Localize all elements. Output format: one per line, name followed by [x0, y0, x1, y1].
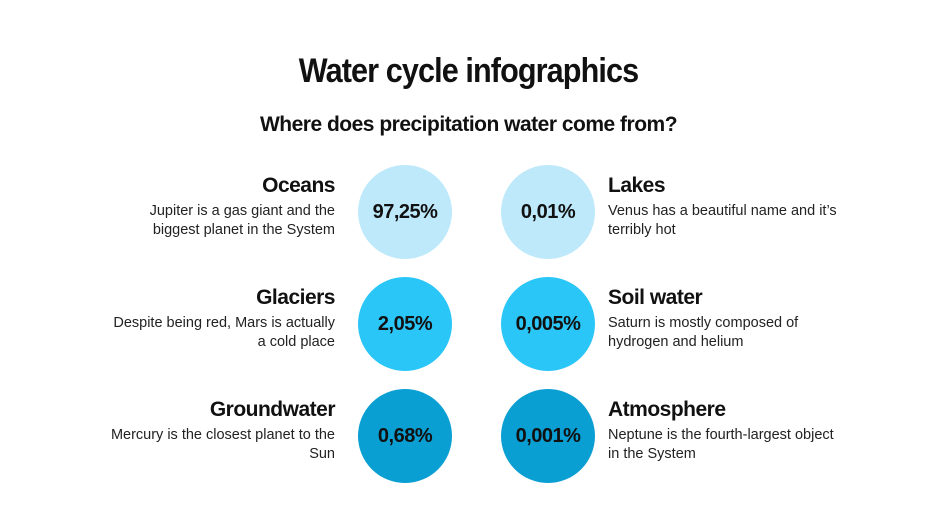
item-heading: Groundwater: [209, 398, 336, 421]
percentage-circle: 0,68%: [358, 389, 452, 483]
item-description: Jupiter is a gas giant and the biggest p…: [149, 203, 335, 238]
item-description: Mercury is the closest planet to the Sun: [110, 427, 335, 462]
info-item: Glaciers Despite being red, Mars is actua…: [105, 286, 335, 352]
info-item: Groundwater Mercury is the closest planet…: [105, 398, 336, 464]
item-description: Despite being red, Mars is actually a co…: [113, 315, 335, 350]
percentage-circle: 0,001%: [501, 389, 595, 483]
item-description: Saturn is mostly composed of hydrogen an…: [608, 315, 799, 350]
percentage-circle: 2,05%: [358, 277, 452, 371]
percentage-circle: 97,25%: [358, 165, 452, 259]
item-heading: Oceans: [262, 174, 335, 197]
info-item: Atmosphere Neptune is the fourth-largest …: [608, 398, 838, 464]
info-item: Oceans Jupiter is a gas giant and the big…: [105, 174, 336, 240]
info-item: Soil water Saturn is mostly composed of h…: [608, 286, 838, 352]
percentage-circle: 0,01%: [501, 165, 595, 259]
item-heading: Atmosphere: [608, 398, 726, 421]
item-heading: Glaciers: [256, 286, 335, 309]
item-description: Neptune is the fourth-largest object in …: [608, 427, 834, 462]
item-heading: Soil water: [608, 286, 703, 309]
item-heading: Lakes: [608, 174, 666, 197]
info-item: Lakes Venus has a beautiful name and it’s…: [608, 174, 838, 240]
page-title: Water cycle infographics: [298, 52, 639, 90]
page-subtitle: Where does precipitation water come from…: [259, 113, 678, 136]
percentage-circle: 0,005%: [501, 277, 595, 371]
item-description: Venus has a beautiful name and it’s terr…: [608, 203, 837, 238]
